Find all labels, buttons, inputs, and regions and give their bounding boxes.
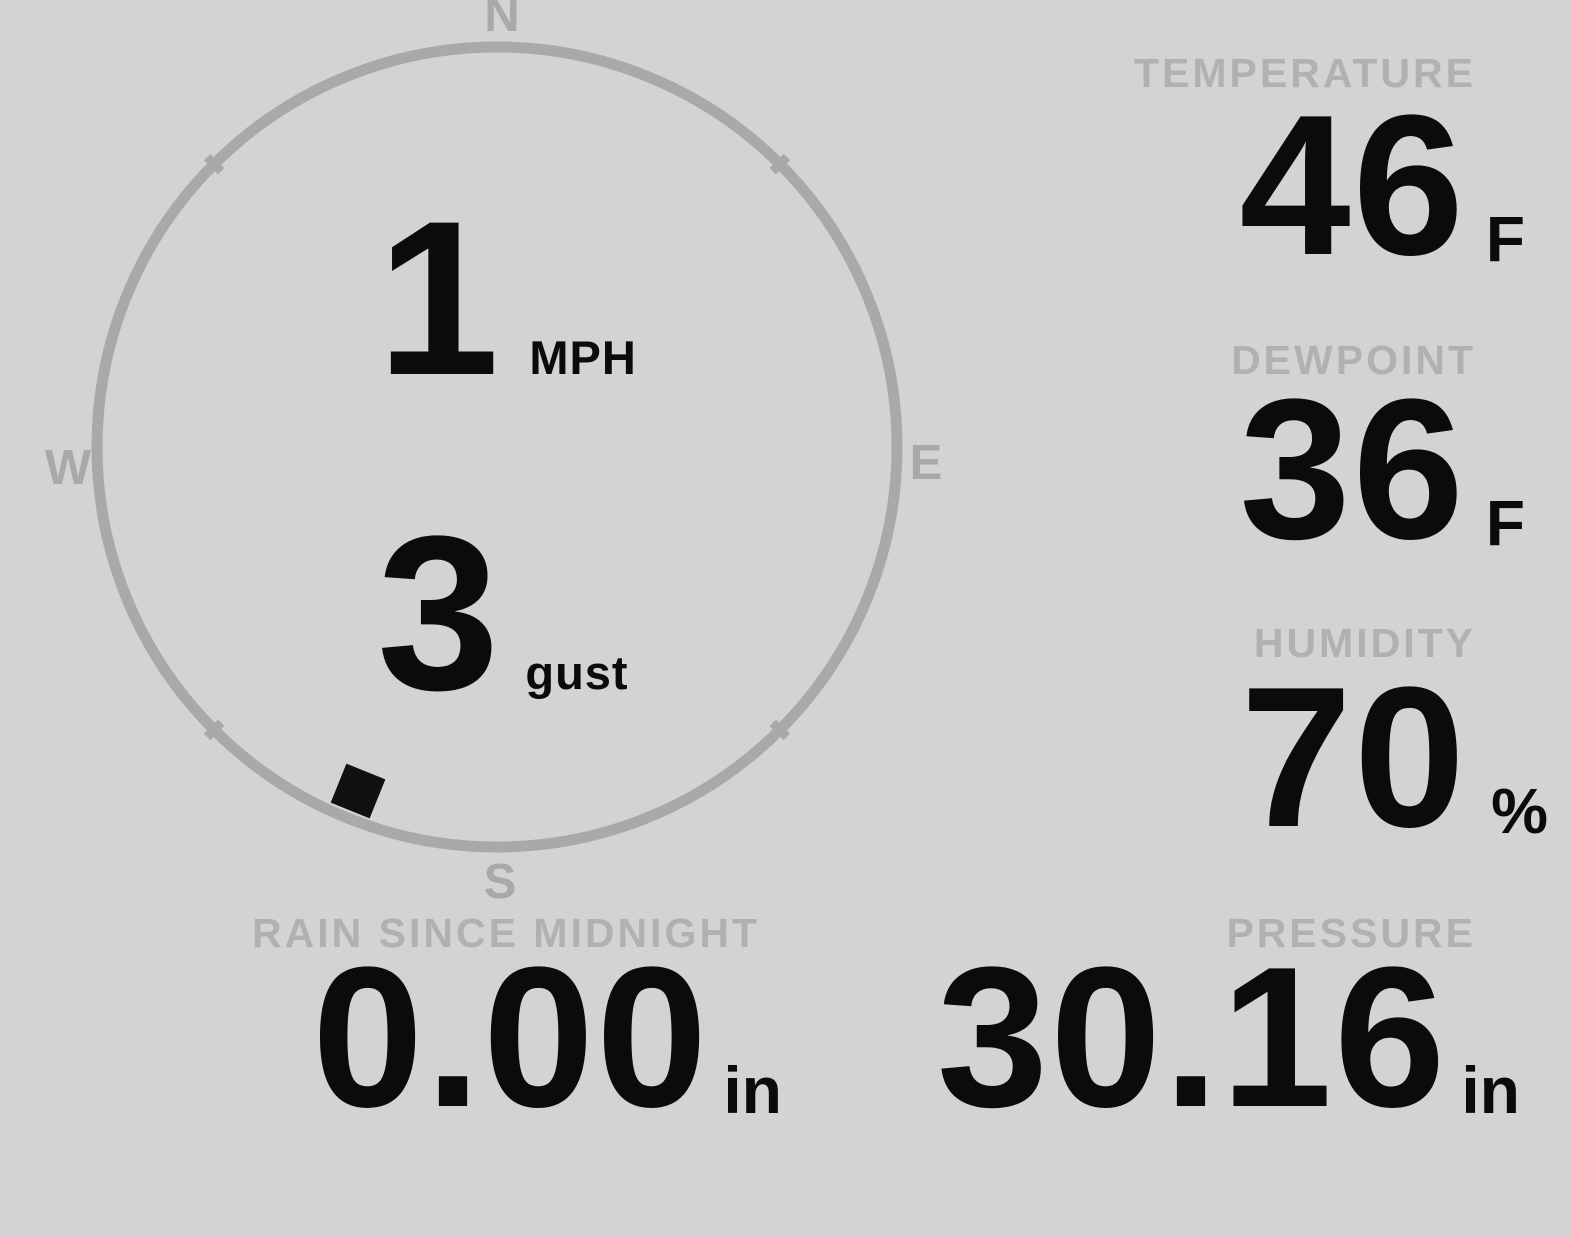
wind-gust: 3 gust — [377, 503, 629, 723]
humidity-reading: 70 % — [1241, 658, 1548, 858]
temperature-unit: F — [1485, 203, 1525, 275]
compass-label-west: W — [44, 441, 92, 495]
compass-tick-sw — [203, 719, 225, 741]
temperature-value: 46 — [1239, 74, 1466, 297]
wind-speed-unit: MPH — [529, 331, 637, 384]
rain-label: RAIN SINCE MIDNIGHT — [252, 910, 760, 956]
pressure-unit: in — [1461, 1053, 1520, 1127]
pressure-reading: 30.16 in — [937, 938, 1520, 1138]
temperature-reading: 46 F — [1239, 86, 1525, 286]
compass-tick-se — [769, 719, 791, 741]
humidity-unit: % — [1491, 775, 1548, 847]
wind-gust-unit: gust — [525, 646, 629, 699]
compass-ring — [91, 41, 903, 853]
wind-direction-marker — [330, 763, 386, 819]
wind-speed: 1 MPH — [377, 188, 637, 408]
humidity-label: HUMIDITY — [1253, 620, 1476, 666]
pressure-label: PRESSURE — [1226, 910, 1476, 956]
dewpoint-reading: 36 F — [1239, 370, 1525, 570]
dewpoint-unit: F — [1485, 487, 1525, 559]
temperature-label: TEMPERATURE — [1133, 50, 1476, 96]
dewpoint-value: 36 — [1239, 358, 1466, 581]
wind-gust-value: 3 — [377, 490, 502, 736]
compass-label-east: E — [909, 436, 943, 490]
compass-label-south: S — [483, 855, 517, 909]
compass-label-north: N — [484, 0, 520, 42]
humidity-value: 70 — [1240, 646, 1468, 869]
rain-unit: in — [723, 1053, 782, 1127]
dewpoint-label: DEWPOINT — [1231, 337, 1476, 383]
rain-value: 0.00 — [312, 926, 710, 1149]
compass-tick-nw — [203, 153, 225, 175]
rain-reading: 0.00 in — [312, 938, 782, 1138]
pressure-value: 30.16 — [936, 926, 1448, 1149]
wind-speed-value: 1 — [377, 175, 502, 421]
compass-tick-ne — [769, 153, 791, 175]
